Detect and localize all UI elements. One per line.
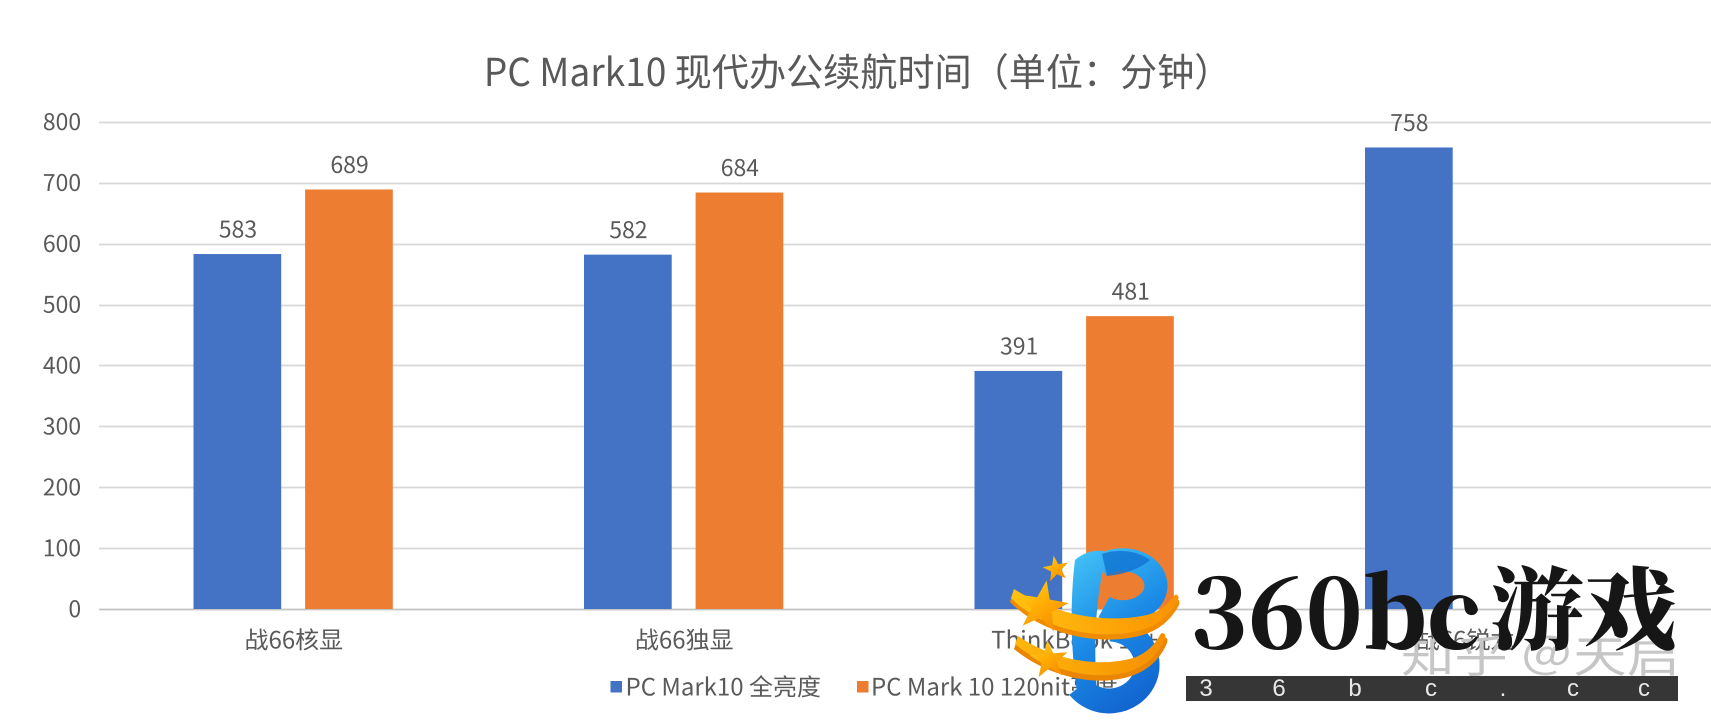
svg-text:.: . bbox=[1500, 675, 1507, 702]
svg-text:3: 3 bbox=[1199, 675, 1212, 702]
svg-text:6: 6 bbox=[1272, 675, 1285, 702]
svg-text:c: c bbox=[1567, 675, 1579, 702]
svg-text:b: b bbox=[1348, 675, 1361, 702]
svg-text:c: c bbox=[1638, 675, 1650, 702]
svg-text:c: c bbox=[1425, 675, 1437, 702]
